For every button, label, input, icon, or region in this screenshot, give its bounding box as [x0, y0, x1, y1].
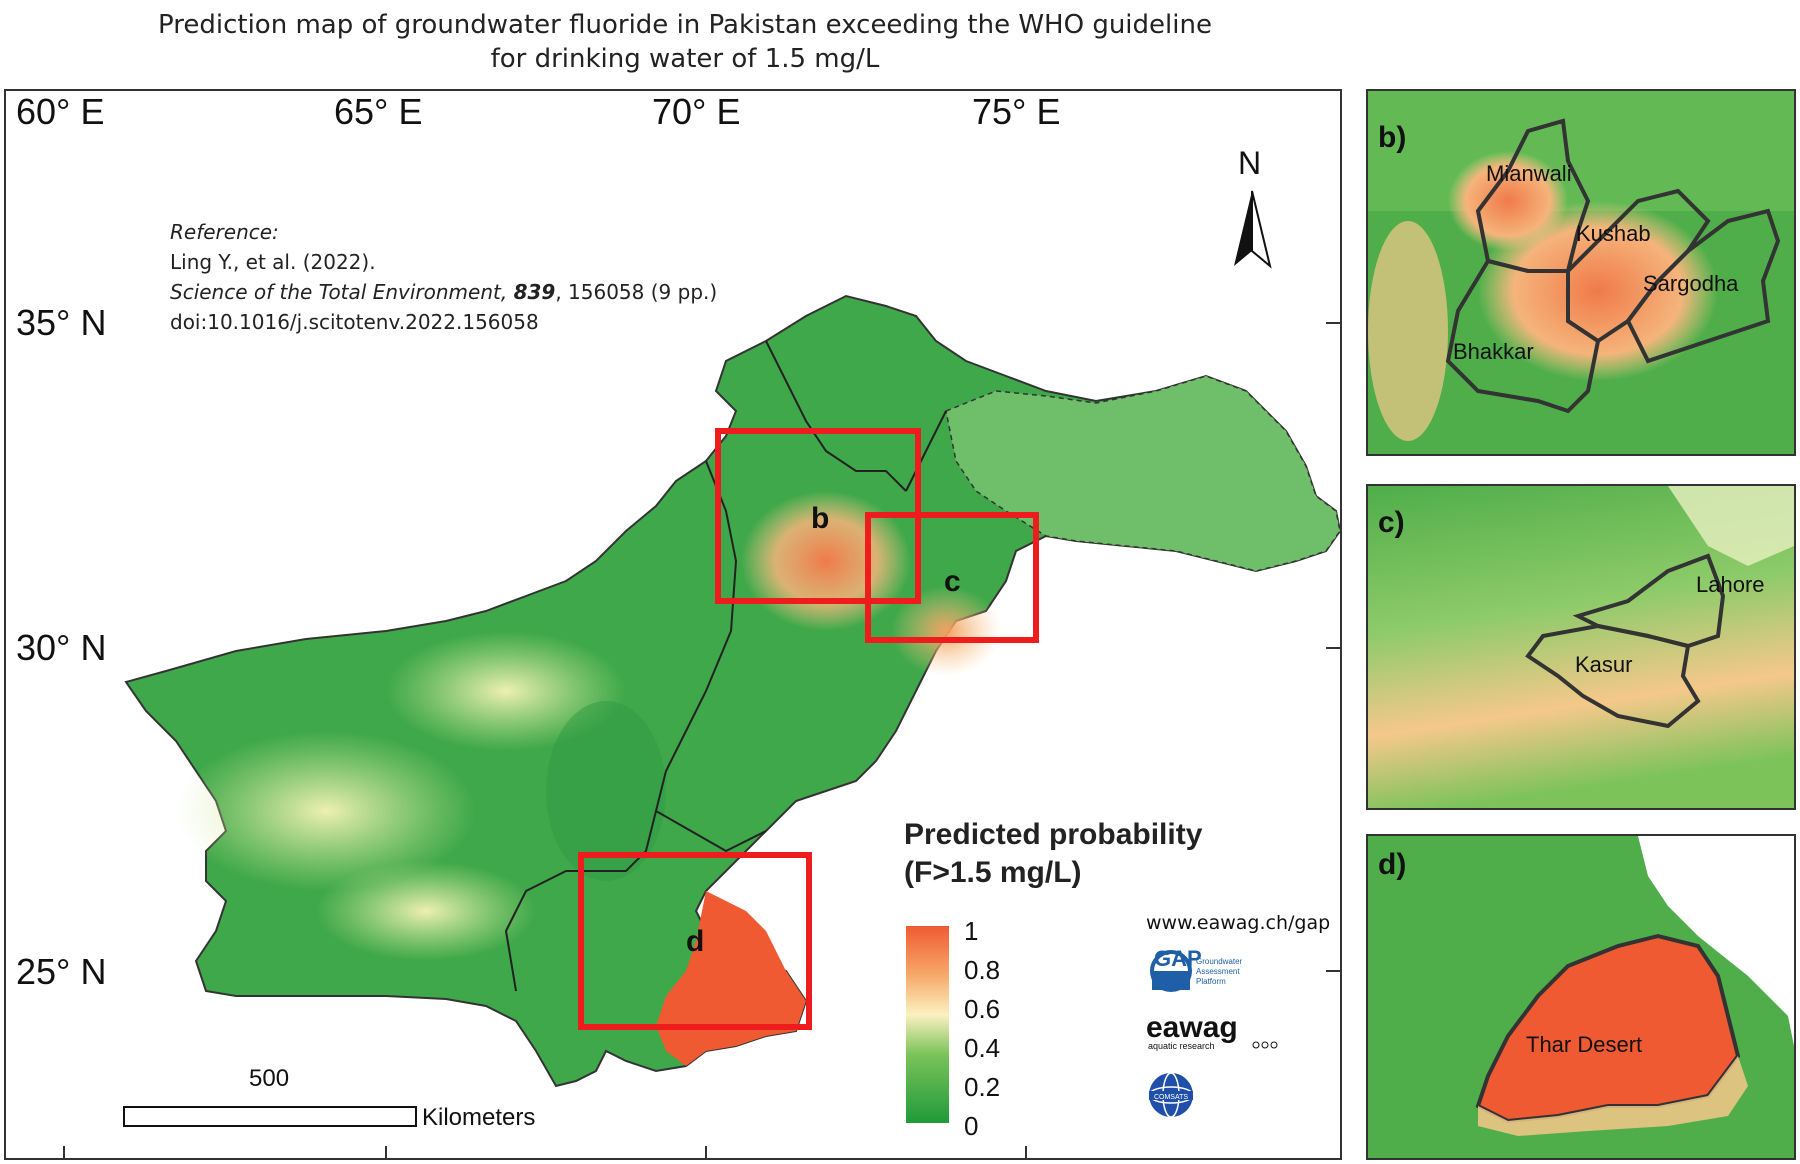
inset-b-map: b) Mianwali Kushab Sargodha Bhakkar: [1368, 91, 1794, 454]
northern-region: [945, 375, 1340, 572]
legend-tick-0-2: 0.2: [964, 1072, 1000, 1102]
reference-volume: 839: [514, 280, 556, 304]
figure-title: Prediction map of groundwater fluoride i…: [0, 8, 1370, 76]
legend-tick-0-4: 0.4: [964, 1033, 1000, 1063]
lat-label-35: 35° N: [16, 302, 106, 343]
inset-c-map: c) Lahore Kasur: [1368, 486, 1794, 808]
eawag-logo-sub: aquatic research: [1148, 1041, 1215, 1051]
hotspot-c: [891, 586, 1001, 676]
legend-tick-0-6: 0.6: [964, 994, 1000, 1024]
reference-journal: Science of the Total Environment,: [170, 280, 507, 304]
place-kasur: Kasur: [1575, 652, 1632, 677]
legend-title-line-2: (F>1.5 mg/L): [904, 856, 1082, 889]
reference-authors: Ling Y., et al. (2022).: [170, 250, 376, 274]
box-label-b: b: [811, 502, 829, 535]
place-bhakkar: Bhakkar: [1453, 339, 1534, 364]
legend-tick-0: 0: [964, 1111, 978, 1141]
main-map: b c d 60° E 65° E 70° E 75° E 35° N 30° …: [16, 91, 1340, 1158]
place-mianwali: Mianwali: [1486, 161, 1572, 186]
place-thar-desert: Thar Desert: [1526, 1032, 1642, 1057]
gap-logo-short: GAP: [1154, 946, 1202, 971]
box-label-d: d: [686, 925, 704, 958]
reference-pages: , 156058 (9 pp.): [555, 280, 717, 304]
place-lahore: Lahore: [1696, 572, 1765, 597]
gap-logo-line-3: Platform: [1196, 977, 1226, 986]
website-link[interactable]: www.eawag.ch/gap: [1146, 912, 1330, 934]
title-line-2: for drinking water of 1.5 mg/L: [490, 44, 880, 74]
lat-label-30: 30° N: [16, 627, 106, 668]
gap-logo-icon: GAP Groundwater Assessment Platform: [1150, 946, 1243, 992]
comsats-logo-icon: COMSATS: [1148, 1072, 1194, 1118]
district-sargodha: [1625, 208, 1781, 364]
inset-map-d: d) Thar Desert: [1366, 834, 1796, 1160]
lon-label-70: 70° E: [652, 91, 740, 132]
province-boundaries: [504, 340, 947, 992]
reference-heading: Reference:: [170, 220, 279, 244]
pale-zone-southwest: [316, 861, 536, 961]
gap-logo-line-1: Groundwater: [1196, 957, 1243, 966]
pale-zone-central-west: [386, 631, 626, 751]
study-box-d[interactable]: [578, 852, 812, 1030]
inset-d-letter: d): [1378, 848, 1406, 881]
gap-logo-line-2: Assessment: [1196, 967, 1240, 976]
scale-bar-unit: Kilometers: [422, 1104, 535, 1131]
pale-zone-west: [176, 731, 476, 891]
inset-b-letter: b): [1378, 121, 1406, 154]
lon-label-60: 60° E: [16, 91, 104, 132]
inset-map-b: b) Mianwali Kushab Sargodha Bhakkar: [1366, 89, 1796, 456]
box-label-c: c: [944, 565, 961, 598]
district-kasur: [1525, 623, 1701, 729]
eawag-logo-icon: eawag aquatic research: [1146, 1011, 1278, 1051]
lon-label-75: 75° E: [972, 91, 1060, 132]
scale-bar-distance: 500: [249, 1065, 289, 1092]
hotspot-d: [656, 891, 806, 1066]
eawag-logo-text: eawag: [1146, 1011, 1238, 1044]
legend-tick-0-8: 0.8: [964, 955, 1000, 985]
inset-map-c: c) Lahore Kasur: [1366, 484, 1796, 810]
legend-colorbar: [906, 926, 949, 1123]
dark-zone: [546, 701, 666, 881]
district-bhakkar: [1445, 258, 1601, 414]
legend-title-line-1: Predicted probability: [904, 818, 1203, 851]
north-arrow-icon: N: [1234, 145, 1272, 269]
north-label: N: [1238, 145, 1261, 181]
place-sargodha: Sargodha: [1643, 271, 1739, 296]
graticule-ticks: [63, 322, 1340, 1158]
lat-label-25: 25° N: [16, 951, 106, 992]
main-map-frame: b c d 60° E 65° E 70° E 75° E 35° N 30° …: [4, 89, 1342, 1160]
comsats-logo-text: COMSATS: [1154, 1094, 1188, 1101]
legend-tick-1: 1: [964, 916, 978, 946]
title-line-1: Prediction map of groundwater fluoride i…: [158, 10, 1212, 40]
inset-d-map: d) Thar Desert: [1368, 836, 1794, 1158]
inset-c-letter: c): [1378, 506, 1405, 539]
lon-label-65: 65° E: [334, 91, 422, 132]
reference-citation: Science of the Total Environment, 839, 1…: [170, 280, 717, 304]
place-kushab: Kushab: [1576, 221, 1651, 246]
study-box-c[interactable]: [865, 512, 1039, 643]
reference-doi: doi:10.1016/j.scitotenv.2022.156058: [170, 310, 539, 334]
scale-bar: [123, 1106, 417, 1127]
